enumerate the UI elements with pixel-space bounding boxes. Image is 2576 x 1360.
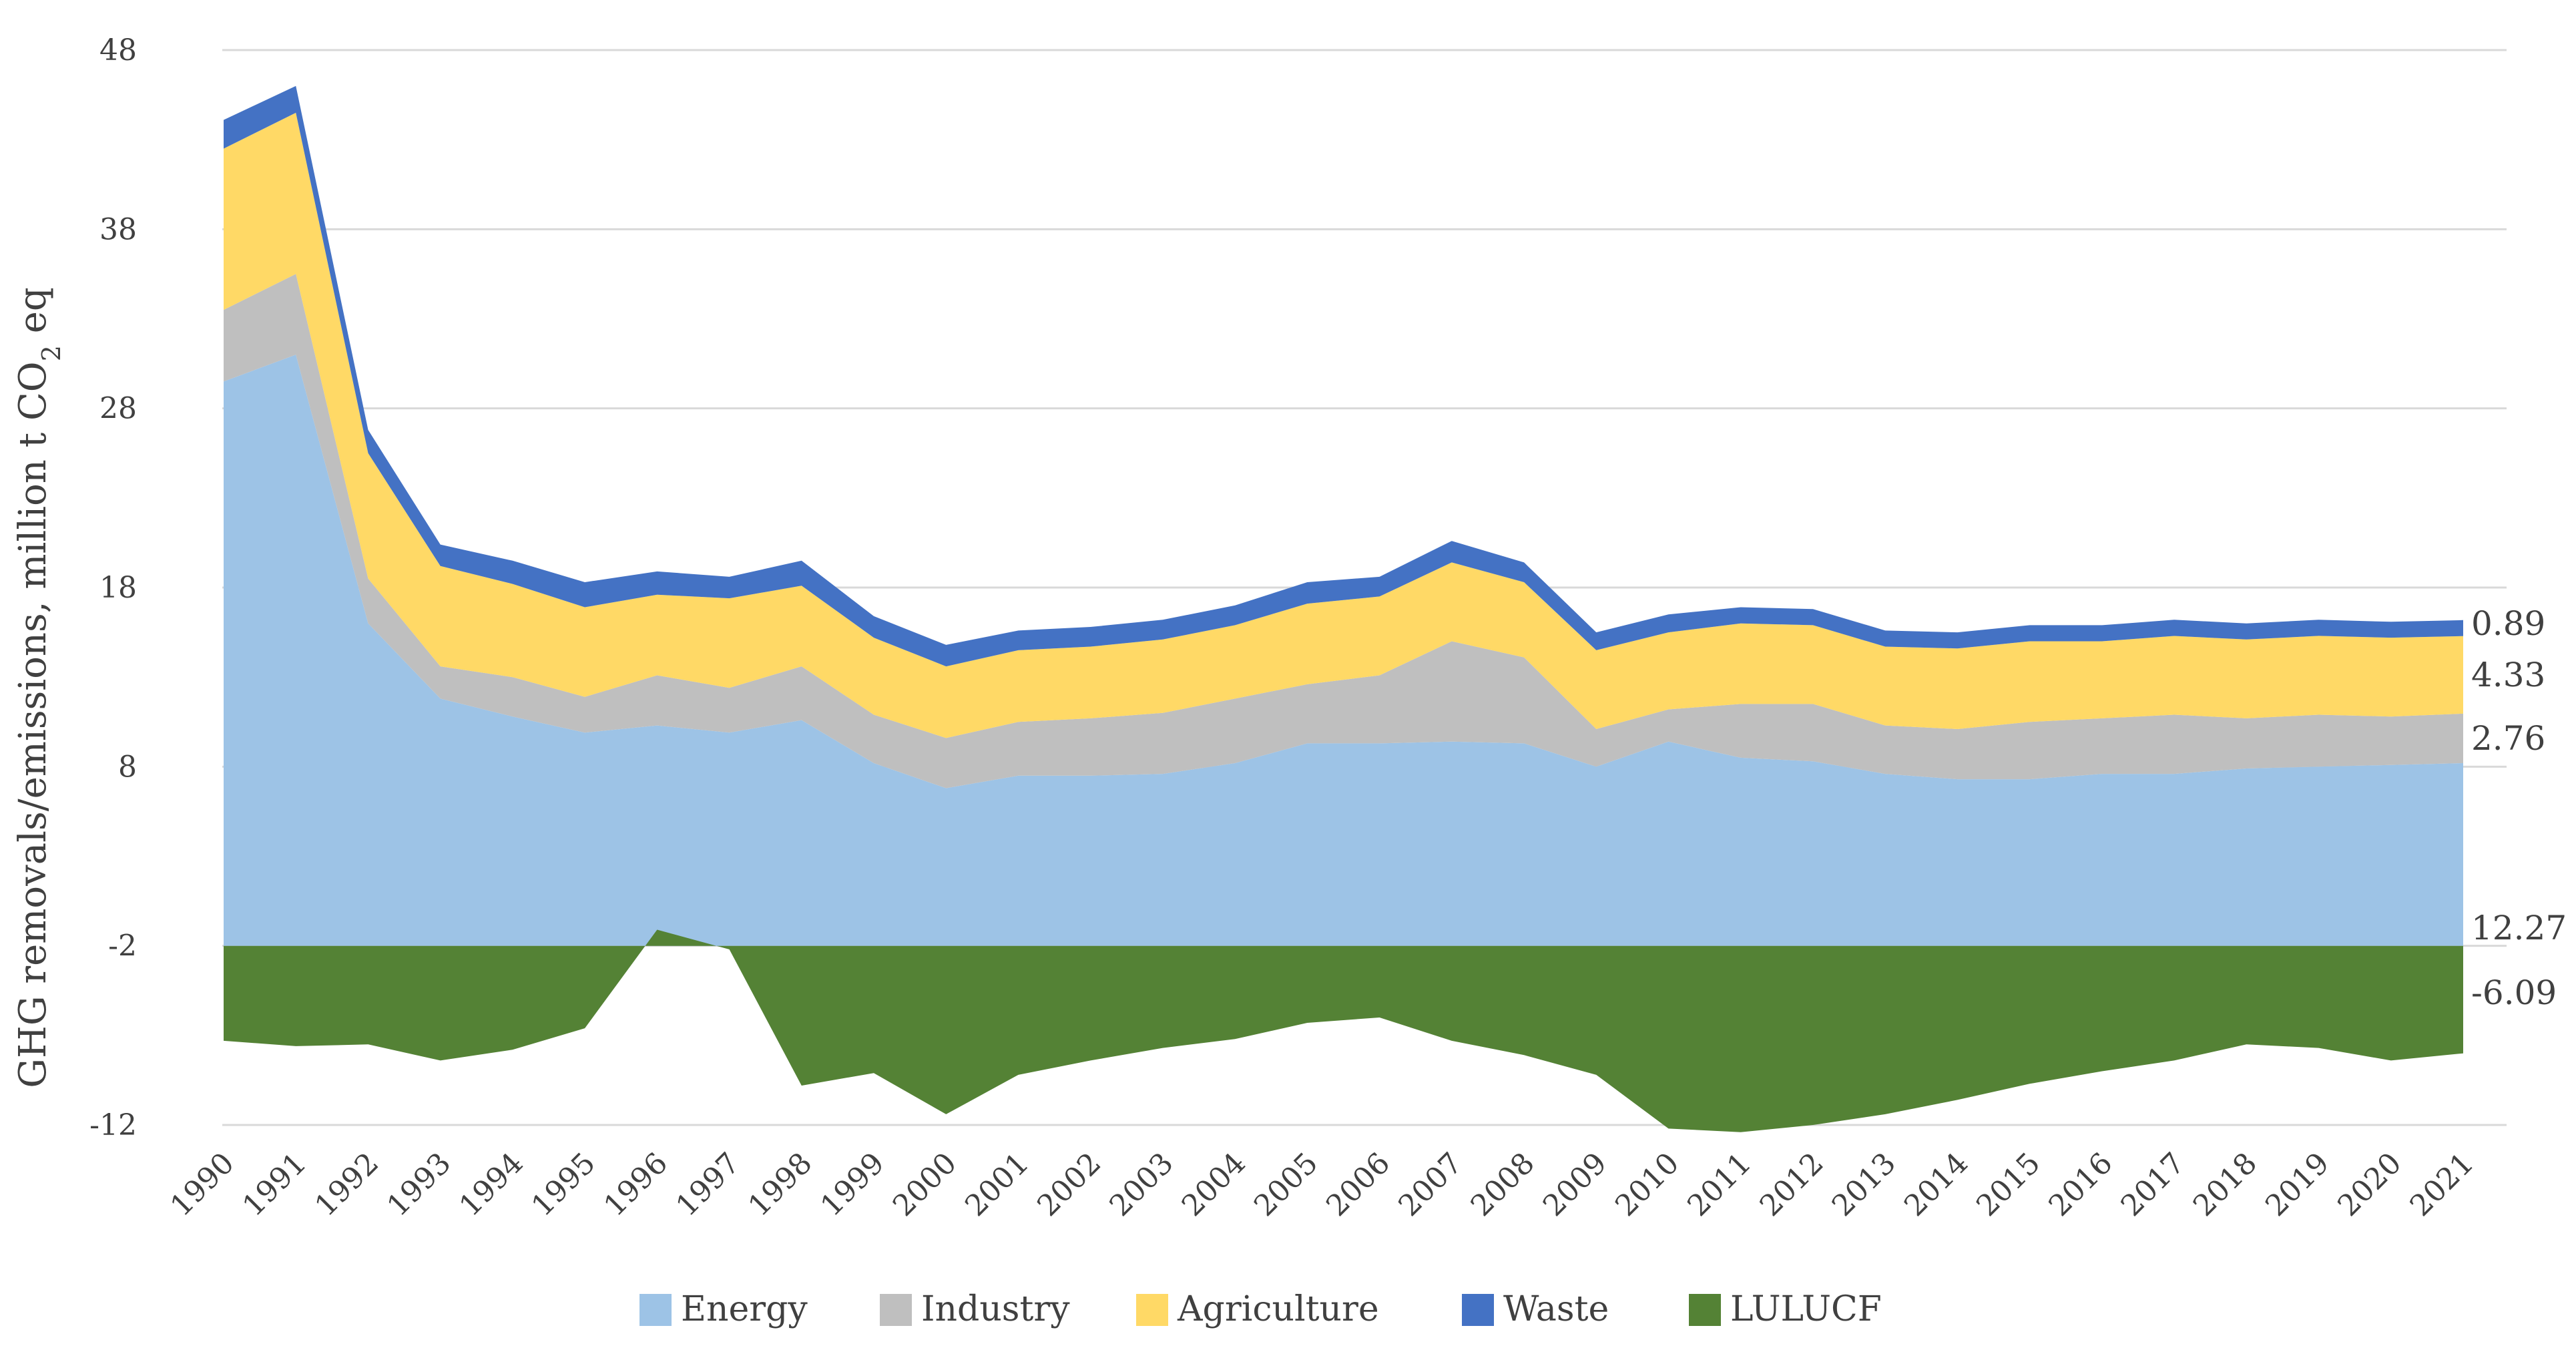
data-label-agriculture: 4.33 <box>2471 656 2545 694</box>
x-tick-label: 2018 <box>2187 1146 2264 1223</box>
y-tick-label: 38 <box>99 212 137 246</box>
legend-label-industry: Industry <box>921 1289 1070 1329</box>
legend-label-agriculture: Agriculture <box>1177 1289 1379 1329</box>
area-lulucf <box>224 929 2463 1132</box>
y-tick-label: 28 <box>99 392 137 426</box>
area-energy <box>224 355 2463 946</box>
x-tick-label: 2012 <box>1754 1146 1830 1223</box>
data-label-waste: 0.89 <box>2471 604 2545 643</box>
y-tick-label: 8 <box>118 750 137 784</box>
legend-label-lulucf: LULUCF <box>1730 1289 1882 1329</box>
x-tick-label: 2004 <box>1176 1146 1252 1223</box>
x-tick-label: 2015 <box>1970 1146 2047 1223</box>
x-tick-label: 1995 <box>525 1146 602 1223</box>
y-axis-label-main: GHG removals/emissions, million t CO <box>11 361 55 1088</box>
y-tick-label: -12 <box>89 1108 137 1142</box>
area-waste <box>224 85 2463 667</box>
x-tick-label: 1997 <box>670 1146 746 1223</box>
x-tick-label: 1991 <box>236 1146 313 1223</box>
legend-label-energy: Energy <box>681 1289 808 1329</box>
x-tick-label: 2011 <box>1681 1146 1758 1223</box>
x-tick-label: 1993 <box>380 1146 457 1223</box>
data-label-lulucf: -6.09 <box>2471 973 2557 1012</box>
data-label-energy: 12.27 <box>2471 909 2567 947</box>
y-tick-label: 18 <box>99 571 137 605</box>
x-tick-label: 1996 <box>597 1146 674 1223</box>
y-axis-ticks: 48 38 28 18 8 -2 -12 <box>89 33 137 1142</box>
x-tick-label: 2010 <box>1609 1146 1686 1223</box>
x-tick-label: 1999 <box>814 1146 891 1223</box>
x-tick-label: 2002 <box>1031 1146 1107 1223</box>
x-tick-label: 2019 <box>2259 1146 2336 1223</box>
x-tick-label: 1990 <box>164 1146 241 1223</box>
data-label-industry: 2.76 <box>2471 719 2545 758</box>
legend-swatch-industry <box>880 1294 912 1326</box>
area-industry <box>224 274 2463 788</box>
legend-swatch-waste <box>1462 1294 1494 1326</box>
x-tick-label: 2001 <box>959 1146 1035 1223</box>
x-tick-label: 2017 <box>2115 1146 2192 1223</box>
x-tick-label: 2006 <box>1320 1146 1396 1223</box>
x-tick-label: 2020 <box>2331 1146 2408 1223</box>
legend-swatch-energy <box>639 1294 672 1326</box>
x-tick-label: 2013 <box>1826 1146 1902 1223</box>
x-tick-label: 2003 <box>1103 1146 1180 1223</box>
legend: Energy Industry Agriculture Waste LULUCF <box>639 1289 1882 1329</box>
x-tick-label: 1992 <box>308 1146 385 1223</box>
x-tick-label: 2009 <box>1537 1146 1613 1223</box>
y-axis-label: GHG removals/emissions, million t CO2 eq <box>11 287 66 1088</box>
x-tick-label: 1994 <box>453 1146 529 1223</box>
x-tick-label: 2007 <box>1392 1146 1469 1223</box>
y-axis-label-subscript: 2 <box>37 345 66 361</box>
x-axis-ticks: 1990199119921993199419951996199719981999… <box>164 1146 2481 1223</box>
y-tick-label: -2 <box>108 929 137 963</box>
area-series <box>224 85 2463 1132</box>
x-tick-label: 2008 <box>1465 1146 1541 1223</box>
y-axis-label-suffix: eq <box>11 287 55 345</box>
legend-swatch-lulucf <box>1689 1294 1721 1326</box>
legend-swatch-agriculture <box>1136 1294 1168 1326</box>
y-tick-label: 48 <box>99 33 137 67</box>
area-agriculture <box>224 112 2463 738</box>
legend-label-waste: Waste <box>1503 1289 1609 1329</box>
x-tick-label: 2000 <box>886 1146 963 1223</box>
x-tick-label: 2016 <box>2042 1146 2119 1223</box>
x-tick-label: 2014 <box>1898 1146 1975 1223</box>
x-tick-label: 2005 <box>1248 1146 1324 1223</box>
x-tick-label: 1998 <box>742 1146 818 1223</box>
x-tick-label: 2021 <box>2404 1146 2481 1223</box>
data-labels: 0.89 4.33 2.76 12.27 -6.09 <box>2471 604 2567 1012</box>
